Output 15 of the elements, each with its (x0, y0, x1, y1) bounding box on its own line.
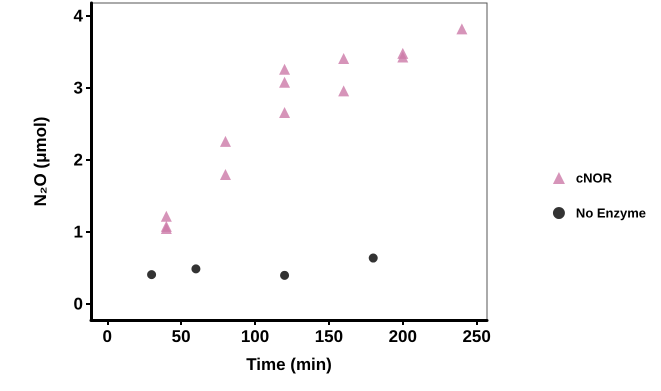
x-axis-title: Time (min) (246, 355, 332, 374)
legend-label: cNOR (576, 170, 613, 186)
x-tick-label: 100 (240, 327, 270, 346)
x-tick-label: 200 (388, 327, 417, 346)
y-tick-label: 0 (74, 294, 83, 314)
y-tick-label: 4 (74, 6, 84, 26)
x-tick-label: 150 (314, 327, 344, 346)
y-tick-label: 1 (74, 222, 83, 242)
legend-label: No Enzyme (576, 206, 646, 220)
x-tick-label: 0 (102, 327, 112, 346)
y-tick-label: 3 (74, 78, 83, 98)
x-tick-label: 250 (462, 327, 491, 346)
y-tick-label: 2 (74, 150, 83, 170)
x-tick-label: 50 (172, 327, 191, 346)
y-axis-title: N₂O (μmol) (31, 116, 50, 206)
